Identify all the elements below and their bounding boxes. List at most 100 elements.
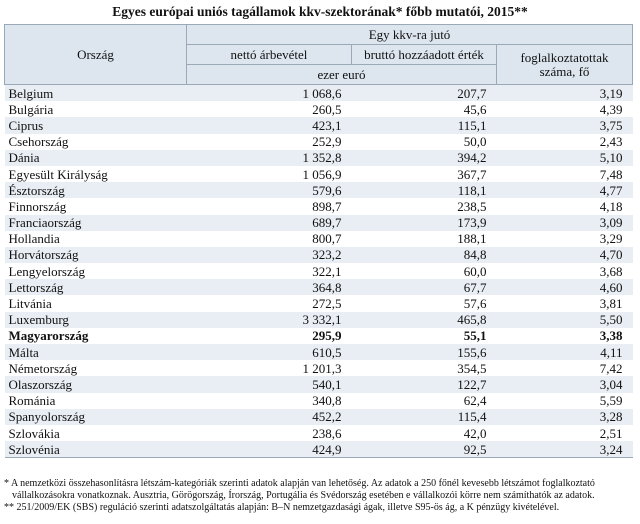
revenue-cell: 898,7 — [312, 198, 342, 214]
employees-cell: 7,42 — [599, 360, 623, 376]
country-cell: Lettország — [4, 279, 187, 296]
revenue-cell: 1 201,3 — [302, 360, 342, 376]
country-cell: Hollandia — [8, 231, 60, 247]
revenue-cell: 295,9 — [312, 328, 342, 344]
country-cell: Lengyelország — [8, 263, 86, 279]
employees-cell: 3,24 — [496, 441, 633, 459]
revenue-cell: 252,9 — [312, 134, 342, 150]
gva-cell: 60,0 — [463, 263, 487, 279]
revenue-cell: 452,2 — [186, 408, 352, 425]
gva-cell: 45,6 — [463, 101, 487, 117]
country-cell: Dánia — [4, 149, 187, 166]
header-cell: nettó árbevétel — [186, 44, 352, 65]
gva-cell: 50,0 — [463, 134, 487, 150]
revenue-cell: 272,5 — [312, 296, 342, 312]
employees-cell: 4,77 — [496, 182, 633, 199]
table-row: Luxemburg 3 332,1 465,8 5,50 — [4, 311, 633, 328]
gva-cell: 207,7 — [351, 84, 497, 102]
gva-cell: 92,5 — [351, 441, 497, 459]
revenue-cell: 610,5 — [186, 344, 352, 361]
revenue-cell: 800,7 — [312, 231, 342, 247]
country-cell: Szlovénia — [4, 441, 187, 459]
table-row: Észtország 579,6 118,1 4,77 — [4, 182, 633, 199]
table-row: Litvánia 272,5 57,6 3,81 — [5, 295, 633, 311]
footnote: * A nemzetközi összehasonlításra létszám… — [4, 478, 595, 501]
table-row: Spanyolország 452,2 115,4 3,28 — [4, 408, 633, 425]
gva-cell: 67,7 — [351, 279, 497, 296]
table-row: Málta 610,5 155,6 4,11 — [4, 344, 633, 361]
table-row: Románia 340,8 62,4 5,59 — [5, 393, 633, 409]
employees-cell: 3,68 — [599, 263, 623, 279]
table-row: Hollandia 800,7 188,1 3,29 — [5, 231, 633, 247]
table-row: Szlovákia 238,6 42,0 2,51 — [5, 425, 633, 441]
country-cell: Bulgária — [8, 101, 54, 117]
table-title: Egyes európai uniós tagállamok kkv-szekt… — [112, 4, 528, 19]
country-cell: Olaszország — [4, 376, 187, 393]
country-cell: Luxemburg — [4, 311, 187, 328]
header-cell: foglalkoztatottak száma, fő — [495, 44, 634, 85]
gva-cell: 84,8 — [351, 246, 497, 264]
country-cell: Finnország — [8, 198, 67, 214]
revenue-cell: 260,5 — [312, 101, 342, 117]
revenue-cell: 364,8 — [186, 279, 352, 296]
country-cell: Franciaország — [4, 214, 187, 231]
table-row: Belgium 1 068,6 207,7 3,19 — [4, 84, 633, 102]
gva-cell: 394,2 — [351, 149, 497, 166]
employees-cell: 7,48 — [599, 166, 623, 182]
table-row: Bulgária 260,5 45,6 4,39 — [5, 101, 633, 117]
revenue-cell: 322,1 — [312, 263, 342, 279]
table: Ország Egy kkv-ra jutó nettó árbevétel b… — [4, 24, 634, 459]
table-row: Csehország 252,9 50,0 2,43 — [5, 134, 633, 150]
table-row: Magyarország 295,9 55,1 3,38 — [5, 328, 633, 344]
revenue-cell: 1 056,9 — [302, 166, 342, 182]
employees-cell: 2,51 — [599, 425, 623, 441]
table-row: Lengyelország 322,1 60,0 3,68 — [5, 263, 633, 279]
revenue-cell: 1 352,8 — [186, 149, 352, 166]
table-row: Ciprus 423,1 115,1 3,75 — [4, 117, 633, 134]
table-row: Egyesült Királyság 1 056,9 367,7 7,48 — [5, 166, 633, 182]
gva-cell: 55,1 — [463, 328, 487, 344]
revenue-cell: 424,9 — [186, 441, 352, 459]
employees-cell: 5,50 — [496, 311, 633, 328]
employees-cell: 3,28 — [496, 408, 633, 425]
table-row: Franciaország 689,7 173,9 3,09 — [4, 214, 633, 231]
country-cell: Románia — [8, 393, 56, 409]
header-cell: Egy kkv-ra jutó — [185, 24, 634, 45]
employees-cell: 3,38 — [599, 328, 623, 344]
revenue-cell: 579,6 — [186, 182, 352, 199]
gva-cell: 238,5 — [457, 198, 487, 214]
gva-cell: 173,9 — [351, 214, 497, 231]
employees-cell: 5,10 — [496, 149, 633, 166]
table-row: Szlovénia 424,9 92,5 3,24 — [4, 441, 633, 459]
table-row: Horvátország 323,2 84,8 4,70 — [4, 246, 633, 264]
employees-cell: 4,60 — [496, 279, 633, 296]
table-body: Belgium 1 068,6 207,7 3,19 Bulgária 260,5 45,6… — [4, 84, 633, 459]
table-row: Olaszország 540,1 122,7 3,04 — [4, 376, 633, 393]
revenue-cell: 689,7 — [186, 214, 352, 231]
country-cell: Ciprus — [4, 117, 187, 134]
gva-cell: 115,1 — [351, 117, 497, 134]
country-cell: Málta — [4, 344, 187, 361]
country-cell: Szlovákia — [8, 425, 60, 441]
country-cell: Németország — [8, 360, 78, 376]
gva-cell: 122,7 — [351, 376, 497, 393]
revenue-cell: 423,1 — [186, 117, 352, 134]
country-cell: Spanyolország — [4, 408, 187, 425]
employees-cell: 3,29 — [599, 231, 623, 247]
header-cell: Ország — [4, 24, 187, 85]
employees-cell: 4,70 — [496, 246, 633, 264]
employees-cell: 2,43 — [599, 134, 623, 150]
gva-cell: 57,6 — [463, 296, 487, 312]
gva-cell: 62,4 — [463, 393, 487, 409]
revenue-cell: 3 332,1 — [186, 311, 352, 328]
country-cell: Litvánia — [8, 296, 52, 312]
employees-cell: 3,75 — [496, 117, 633, 134]
employees-cell: 3,81 — [599, 296, 623, 312]
country-cell: Magyarország — [8, 328, 89, 344]
gva-cell: 115,4 — [351, 408, 497, 425]
table-row: Dánia 1 352,8 394,2 5,10 — [4, 149, 633, 166]
employees-cell: 3,04 — [496, 376, 633, 393]
gva-cell: 188,1 — [457, 231, 487, 247]
employees-cell: 3,19 — [496, 84, 633, 102]
